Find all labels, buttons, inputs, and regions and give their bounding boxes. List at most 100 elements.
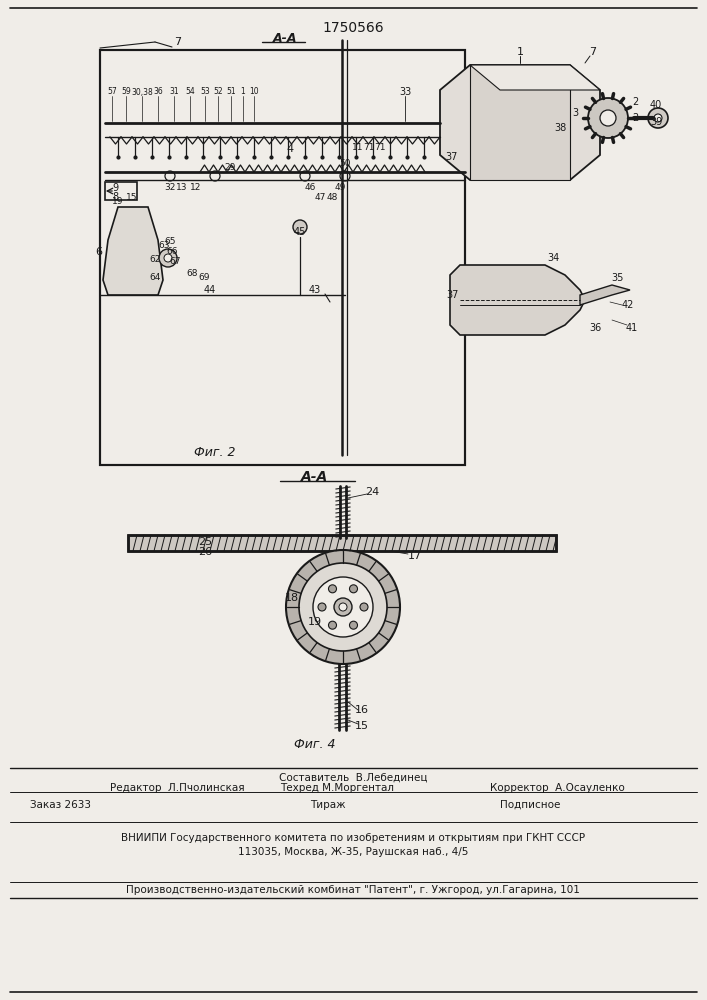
Text: 19: 19 [308, 617, 322, 627]
Text: 33: 33 [399, 87, 411, 97]
Text: 35: 35 [612, 273, 624, 283]
Text: 65: 65 [164, 237, 176, 246]
Text: 34: 34 [547, 253, 559, 263]
Text: 2: 2 [632, 97, 638, 107]
Text: 42: 42 [622, 300, 634, 310]
Text: 1: 1 [240, 88, 245, 97]
Bar [105, 182, 137, 200]
Text: 29: 29 [224, 162, 235, 172]
Circle shape [313, 577, 373, 637]
Text: 36: 36 [589, 323, 601, 333]
Text: 67: 67 [169, 257, 181, 266]
Text: 64: 64 [149, 273, 160, 282]
Text: А-А: А-А [301, 470, 329, 484]
Text: 46: 46 [304, 182, 316, 192]
Text: А-А: А-А [273, 31, 297, 44]
Circle shape [349, 621, 358, 629]
Bar [128, 535, 556, 551]
Text: Производственно-издательский комбинат "Патент", г. Ужгород, ул.Гагарина, 101: Производственно-издательский комбинат "П… [126, 885, 580, 895]
Circle shape [318, 603, 326, 611]
Text: 17: 17 [408, 551, 422, 561]
Bar [100, 50, 465, 465]
Circle shape [329, 621, 337, 629]
Circle shape [588, 98, 628, 138]
Circle shape [340, 171, 350, 181]
Text: Редактор  Л.Пчолинская: Редактор Л.Пчолинская [110, 783, 245, 793]
Text: 31: 31 [169, 88, 179, 97]
Text: 10: 10 [249, 88, 259, 97]
Circle shape [600, 110, 616, 126]
Text: 25: 25 [198, 537, 212, 547]
Circle shape [339, 603, 347, 611]
Text: 41: 41 [626, 323, 638, 333]
Text: 1750566: 1750566 [322, 21, 384, 35]
Text: Составитель  В.Лебединец: Составитель В.Лебединец [279, 773, 427, 783]
Text: 59: 59 [121, 88, 131, 97]
Circle shape [293, 220, 307, 234]
Text: 24: 24 [365, 487, 379, 497]
Polygon shape [103, 207, 163, 295]
Text: 30,38: 30,38 [131, 88, 153, 97]
Text: Корректор  А.Осауленко: Корректор А.Осауленко [490, 783, 625, 793]
Text: Фиг. 2: Фиг. 2 [194, 446, 235, 460]
Text: Подписное: Подписное [500, 800, 561, 810]
Text: 71: 71 [363, 143, 375, 152]
Circle shape [210, 171, 220, 181]
Text: 53: 53 [200, 88, 210, 97]
Circle shape [648, 108, 668, 128]
Text: 54: 54 [185, 88, 195, 97]
Text: 48: 48 [327, 192, 338, 202]
Text: Тираж: Тираж [310, 800, 346, 810]
Text: 13: 13 [176, 182, 188, 192]
Polygon shape [470, 65, 600, 90]
Text: Техред М.Моргентал: Техред М.Моргентал [280, 783, 394, 793]
Text: 39: 39 [650, 117, 662, 127]
Polygon shape [440, 65, 600, 180]
Text: 8: 8 [112, 192, 118, 202]
Polygon shape [450, 265, 585, 335]
Circle shape [349, 585, 358, 593]
Text: Заказ 2633: Заказ 2633 [30, 800, 91, 810]
Text: 62: 62 [149, 255, 160, 264]
Text: 32: 32 [164, 182, 175, 192]
Text: 44: 44 [204, 285, 216, 295]
Text: 68: 68 [186, 269, 198, 278]
Text: 6: 6 [95, 247, 103, 257]
Text: 63: 63 [158, 240, 170, 249]
Text: 3: 3 [572, 108, 578, 118]
Text: 11: 11 [352, 143, 363, 152]
Text: 113035, Москва, Ж-35, Раушская наб., 4/5: 113035, Москва, Ж-35, Раушская наб., 4/5 [238, 847, 468, 857]
Circle shape [286, 550, 400, 664]
Text: 66: 66 [166, 247, 177, 256]
Text: 7: 7 [175, 37, 182, 47]
Text: 19: 19 [112, 198, 124, 207]
Text: 15: 15 [127, 192, 138, 202]
Text: 15: 15 [355, 721, 369, 731]
Circle shape [334, 598, 352, 616]
Text: 36: 36 [153, 88, 163, 97]
Text: 37: 37 [447, 290, 459, 300]
Text: 38: 38 [554, 123, 566, 133]
Polygon shape [470, 65, 570, 180]
Circle shape [329, 585, 337, 593]
Text: 69: 69 [198, 273, 210, 282]
Text: 51: 51 [226, 88, 236, 97]
Circle shape [159, 249, 177, 267]
Text: 2: 2 [632, 113, 638, 123]
Text: 71: 71 [374, 143, 386, 152]
Text: 40: 40 [650, 100, 662, 110]
Text: 47: 47 [315, 192, 326, 202]
Text: 45: 45 [294, 227, 306, 237]
Text: ВНИИПИ Государственного комитета по изобретениям и открытиям при ГКНТ СССР: ВНИИПИ Государственного комитета по изоб… [121, 833, 585, 843]
Text: 43: 43 [309, 285, 321, 295]
Text: Фиг. 4: Фиг. 4 [294, 738, 336, 752]
Text: 7: 7 [590, 47, 597, 57]
Circle shape [299, 563, 387, 651]
Text: 1: 1 [517, 47, 523, 57]
Text: 37: 37 [446, 152, 458, 162]
Text: 4: 4 [286, 144, 293, 154]
Text: 9: 9 [112, 183, 118, 193]
Text: 26: 26 [198, 547, 212, 557]
Circle shape [360, 603, 368, 611]
Text: 52: 52 [214, 88, 223, 97]
